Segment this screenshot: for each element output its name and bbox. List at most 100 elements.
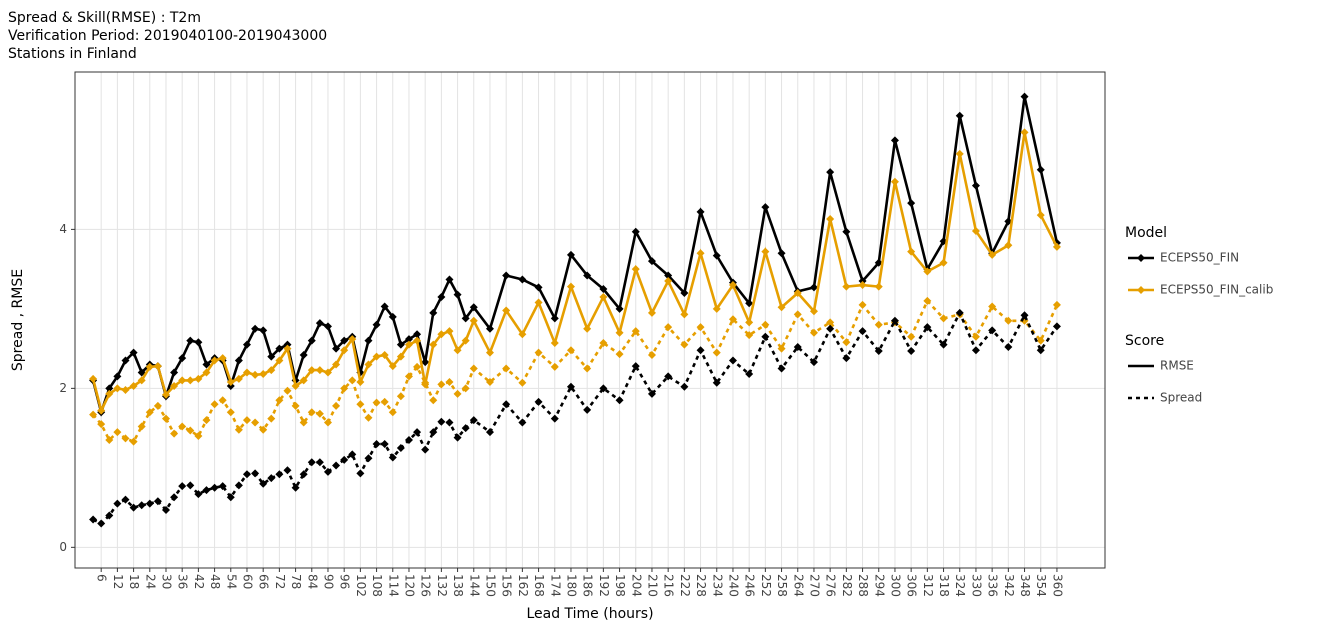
point (939, 314, 948, 323)
point (89, 374, 98, 383)
point (315, 409, 324, 418)
point (809, 358, 818, 367)
point (777, 344, 786, 353)
point (356, 469, 365, 478)
x-tick-label: 324 (953, 574, 967, 597)
point (113, 428, 122, 437)
point (388, 453, 397, 462)
point (1020, 92, 1029, 101)
point (340, 336, 349, 345)
point (340, 346, 349, 355)
point (380, 440, 389, 448)
point (712, 304, 721, 313)
x-tick-label: 252 (759, 574, 773, 597)
point (842, 282, 851, 291)
point (323, 368, 332, 377)
x-tick-label: 156 (500, 574, 514, 597)
point (404, 436, 413, 445)
point (445, 418, 454, 427)
point (615, 350, 624, 359)
point (453, 389, 462, 398)
point (153, 362, 162, 371)
point (259, 425, 268, 434)
point (210, 400, 219, 409)
chart-subtitle: Verification Period: 2019040100-20190430… (8, 28, 327, 44)
point (664, 271, 673, 280)
x-tick-label: 246 (743, 574, 757, 597)
point (242, 368, 251, 377)
point (461, 314, 470, 323)
point (186, 426, 195, 435)
point (242, 416, 251, 425)
x-tick-label: 162 (516, 574, 530, 597)
point (809, 328, 818, 337)
point (202, 486, 211, 495)
point (145, 499, 154, 508)
point (323, 322, 332, 331)
point (907, 247, 916, 256)
point (323, 418, 332, 427)
point (307, 458, 316, 467)
x-tick-label: 72 (273, 574, 287, 589)
plot (89, 92, 1061, 528)
point (647, 389, 656, 398)
point (299, 418, 308, 427)
point (761, 203, 770, 212)
point (502, 306, 511, 315)
point (445, 327, 454, 336)
point (186, 376, 195, 385)
point (445, 378, 454, 386)
point (291, 401, 300, 410)
point (696, 323, 705, 332)
point (923, 296, 932, 305)
point (728, 281, 737, 290)
point (404, 335, 413, 344)
point (404, 372, 413, 381)
point (429, 308, 438, 317)
x-tick-label: 342 (1002, 574, 1016, 597)
point (421, 358, 430, 367)
point (129, 348, 138, 357)
point (388, 312, 397, 321)
point (413, 336, 422, 345)
point (388, 408, 397, 417)
point (712, 348, 721, 357)
point (761, 247, 770, 256)
point (299, 350, 308, 359)
point (728, 315, 737, 324)
x-tick-label: 198 (613, 574, 627, 597)
point (234, 374, 243, 383)
point (469, 316, 478, 325)
point (307, 408, 316, 417)
x-tick-label: 306 (905, 574, 919, 597)
legend-label: RMSE (1160, 359, 1194, 373)
x-tick-label: 186 (581, 574, 595, 597)
point (971, 181, 980, 190)
point (275, 344, 284, 353)
point (907, 332, 916, 341)
point (826, 318, 835, 327)
point (453, 290, 462, 299)
point (145, 408, 154, 417)
point (348, 450, 357, 459)
point (923, 267, 932, 276)
point (194, 374, 203, 383)
point (858, 300, 867, 309)
y-tick-label: 0 (59, 540, 67, 554)
point (728, 356, 737, 365)
point (234, 356, 243, 365)
point (194, 432, 203, 441)
point (105, 511, 114, 520)
point (105, 436, 114, 445)
point (396, 392, 405, 401)
point (348, 335, 357, 344)
x-tick-label: 228 (694, 574, 708, 597)
point (89, 410, 98, 419)
point (121, 356, 130, 365)
point (566, 250, 575, 259)
point (971, 226, 980, 235)
point (372, 398, 381, 407)
point (988, 326, 997, 335)
point (194, 338, 203, 347)
point (874, 320, 883, 329)
